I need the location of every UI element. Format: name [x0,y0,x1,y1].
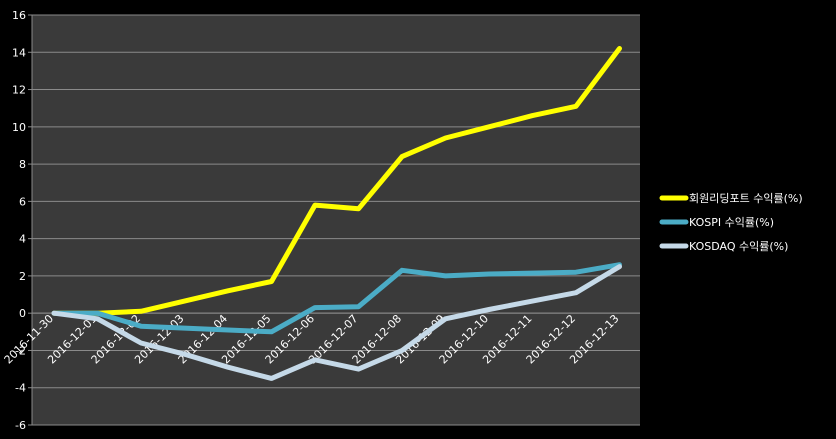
y-tick-label: 6 [19,195,26,208]
legend: 회원리딩포트 수익률(%) KOSPI 수익률(%) KOSDAQ 수익률(%) [659,192,803,253]
legend-label-1: KOSPI 수익률(%) [689,216,774,229]
y-tick-label: 12 [12,84,26,97]
legend-label-2: KOSDAQ 수익률(%) [689,240,788,253]
y-tick-label: 16 [12,9,26,22]
y-axis-ticks: -6 -4 -2 0 2 4 6 8 10 12 14 16 [12,9,33,432]
y-tick-label: 4 [19,233,26,246]
y-tick-label: 0 [19,307,26,320]
y-tick-label: 14 [12,46,26,59]
y-tick-label: 10 [12,121,26,134]
y-tick-label: 2 [19,270,26,283]
gridlines [32,14,640,426]
legend-label-0: 회원리딩포트 수익률(%) [689,192,803,205]
series-line-1 [51,262,622,335]
series-line-0 [51,46,622,316]
y-tick-label: -6 [15,419,26,432]
y-tick-label: 8 [19,158,26,171]
series-lines [51,46,622,381]
y-tick-label: -2 [15,344,26,357]
y-tick-label: -4 [15,382,26,395]
series-line-2 [51,264,622,381]
plot-area [32,15,640,425]
